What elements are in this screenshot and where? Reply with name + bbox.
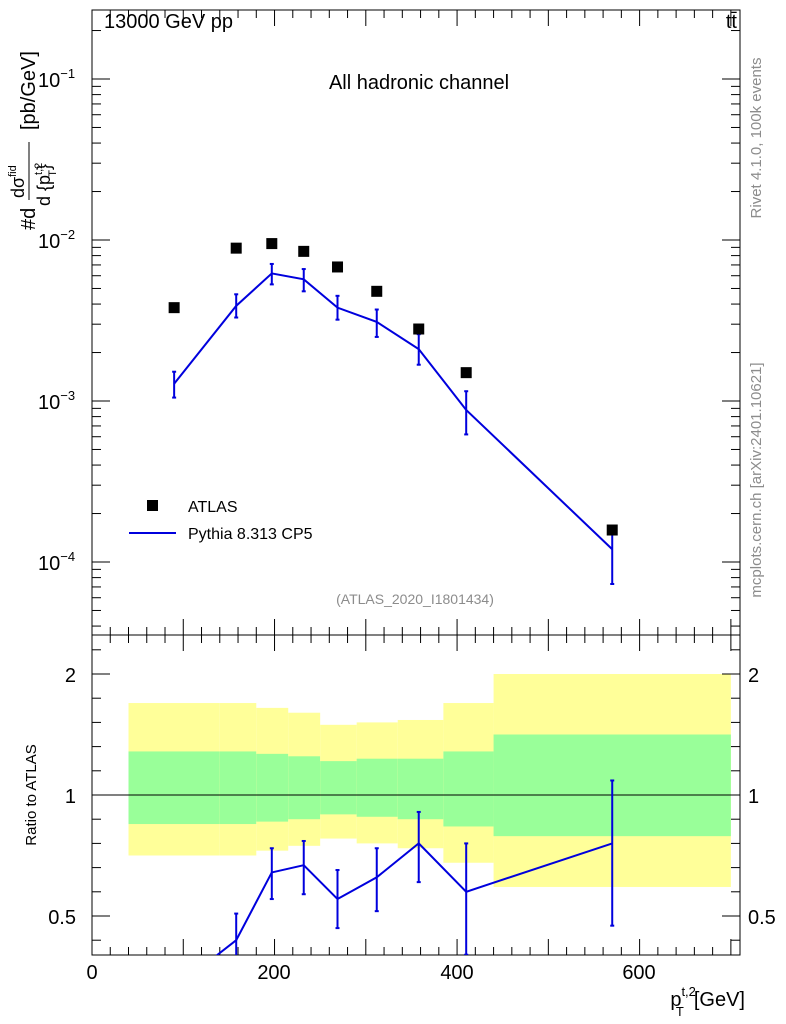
legend-atlas-marker	[147, 500, 158, 511]
analysis-watermark: (ATLAS_2020_I1801434)	[336, 591, 494, 607]
band-inner-6	[397, 758, 444, 820]
band-inner-4	[320, 761, 357, 815]
y-tick-label-1e-1: 10−1	[38, 66, 75, 92]
band-inner-2	[256, 753, 289, 822]
atlas-point-6	[413, 323, 425, 335]
process-label: tt̄	[726, 11, 738, 33]
x-tick-label-200: 200	[257, 962, 290, 984]
pythia-main-line	[173, 272, 613, 550]
atlas-point-3	[298, 245, 310, 257]
axis-ticks	[91, 10, 740, 955]
ratio-y-label-05-left: 0.5	[48, 907, 76, 929]
y-tick-label-1e-4: 10−4	[38, 549, 75, 575]
main-y-tick-labels: 10−1 10−2 10−3 10−4	[38, 66, 75, 575]
ratio-y-label-1-right: 1	[748, 786, 759, 808]
plot-data	[168, 238, 618, 955]
legend: ATLAS Pythia 8.313 CP5	[129, 499, 313, 543]
atlas-point-8	[606, 524, 618, 536]
ratio-y-axis-title: Ratio to ATLAS	[23, 744, 40, 845]
atlas-point-2	[266, 238, 278, 250]
band-inner-5	[356, 758, 398, 817]
y-title-prefix: #d	[18, 208, 40, 230]
ratio-series	[215, 779, 615, 955]
y-title-numerator: dσfid	[7, 165, 28, 198]
legend-atlas-label: ATLAS	[188, 499, 238, 516]
y-tick-label-1e-3: 10−3	[38, 388, 75, 414]
legend-pythia-label: Pythia 8.313 CP5	[188, 526, 313, 543]
mcplots-label: mcplots.cern.ch [arXiv:2401.10621]	[748, 362, 765, 597]
rivet-version-label: Rivet 4.1.0, 100k events	[748, 58, 765, 219]
band-inner-3	[288, 756, 321, 820]
ratio-y-label-05-right: 0.5	[748, 907, 776, 929]
x-axis-title: pt,2 T[GeV]	[670, 984, 745, 1019]
plot-title: All hadronic channel	[329, 72, 509, 94]
y-tick-label-1e-2: 10−2	[38, 227, 75, 253]
atlas-point-7	[460, 367, 472, 379]
y-title-denominator: d {pt,2 T}	[33, 163, 59, 206]
pythia-ratio-line	[215, 842, 613, 955]
band-inner-7	[443, 751, 494, 827]
atlas-point-4	[332, 261, 344, 273]
main-y-axis-title: #d dσfid d {pt,2 T} [pb/GeV]	[7, 51, 59, 230]
atlas-point-5	[371, 285, 383, 297]
x-tick-label-600: 600	[622, 962, 655, 984]
atlas-point-1	[230, 242, 242, 254]
ratio-y-label-2-right: 2	[748, 665, 759, 687]
collision-label: 13000 GeV pp	[104, 11, 233, 33]
y-title-unit: [pb/GeV]	[18, 51, 40, 130]
atlas-point-0	[168, 302, 180, 314]
ratio-y-label-1-left: 1	[65, 786, 76, 808]
x-tick-label-0: 0	[86, 962, 97, 984]
ratio-y-tick-labels: 2 1 0.5 2 1 0.5	[48, 665, 776, 929]
band-inner-1	[219, 751, 257, 825]
x-tick-label-400: 400	[440, 962, 473, 984]
x-tick-labels: 0 200 400 600	[86, 962, 655, 984]
band-inner-0	[128, 751, 220, 825]
ratio-y-label-2-left: 2	[65, 665, 76, 687]
